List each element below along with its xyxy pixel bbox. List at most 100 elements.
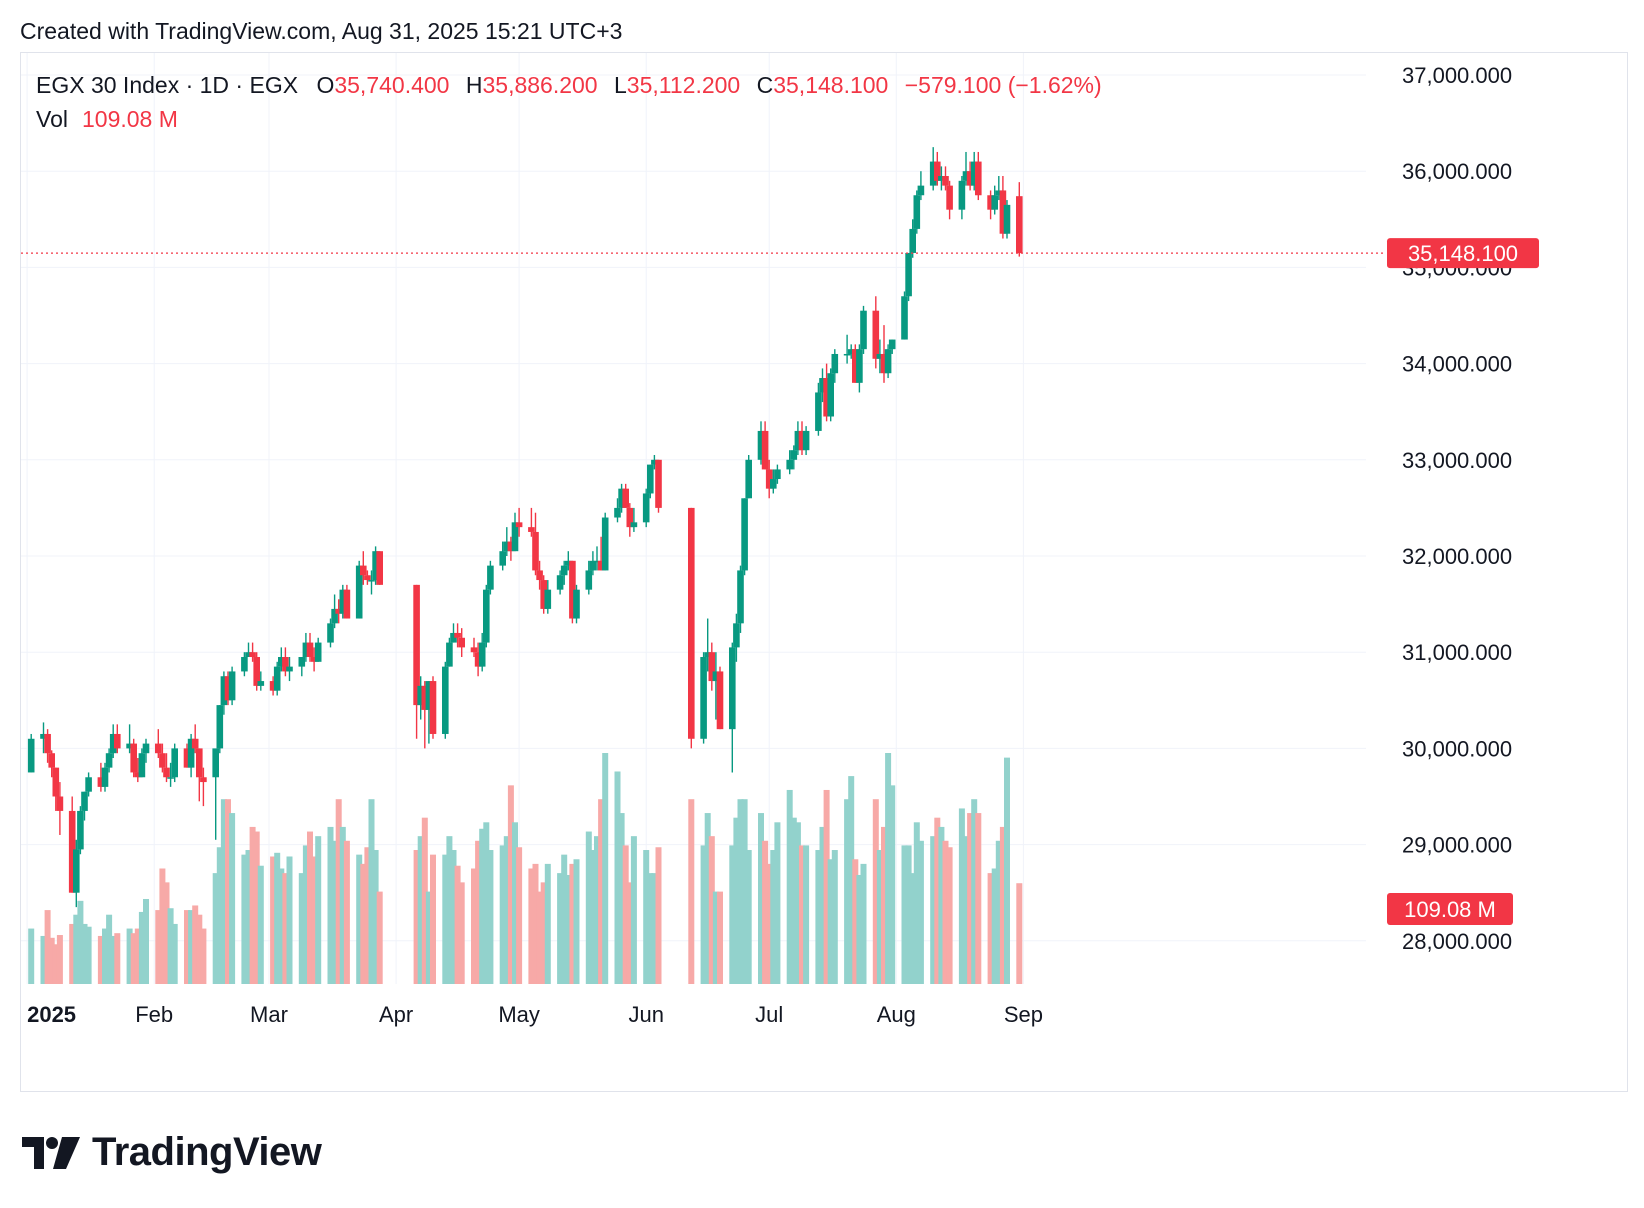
candle-body [700,657,707,739]
tradingview-brand[interactable]: TradingView [22,1130,322,1175]
candle-body [909,228,916,253]
candlestick-chart[interactable]: 37,000.00036,000.00035,000.00034,000.000… [21,53,1627,1091]
candle-body [819,378,826,393]
volume-bar [356,854,363,984]
candle-body [761,430,769,470]
volume-bar [799,845,805,984]
volume-bar [503,836,510,984]
candle-body [331,608,338,624]
candle-body [191,738,199,749]
candle-body [77,810,84,850]
volume-bar [938,826,945,984]
candle-body [585,570,593,590]
candle-body [962,171,970,181]
candle-body [942,176,949,186]
candle-body [478,642,486,667]
candle-body [913,195,921,229]
volume-bar [717,891,723,984]
volume-bar [561,854,568,984]
volume-bar [331,840,338,984]
volume-bar [196,914,203,984]
volume-bar [450,850,457,984]
volume-bar [192,905,199,984]
candle-body [298,657,306,667]
volume-bar [913,822,920,984]
chart-panel[interactable]: 37,000.00036,000.00035,000.00034,000.000… [20,52,1628,1092]
candle-body [716,671,724,730]
volume-bar [614,771,621,984]
candle-body [1016,196,1023,254]
volume-bar [327,826,334,984]
volume-bar [651,873,658,984]
candle-body [774,469,781,480]
volume-bar [454,865,461,984]
volume-bar [270,856,277,984]
close-value: 35,148.100 [773,72,889,98]
candle-body [540,580,547,609]
time-tick-label: Feb [135,1002,173,1027]
candle-body [872,310,880,359]
candle-body [770,479,777,489]
volume-bar [499,845,506,984]
volume-bar [737,799,744,984]
volume-bar [565,874,572,984]
volume-bar [901,845,908,984]
volume-bar [479,828,486,984]
volume-bar [77,900,84,984]
candle-body [597,560,605,571]
candle-body [183,748,191,768]
volume-bar [733,817,740,984]
candle-body [105,753,113,768]
price-tick-label: 37,000.000 [1402,63,1512,88]
volume-bar [930,836,937,984]
candle-body [73,849,80,893]
candle-body [470,647,478,653]
candle-body [999,190,1007,234]
candle-body [48,753,55,768]
candle-body [224,676,232,701]
volume-bar [159,868,166,984]
candle-body [876,353,884,359]
candle-body [655,459,662,508]
candle-body [745,459,752,499]
volume-bar [762,840,769,984]
volume-bar [819,826,826,984]
volume-bar [876,850,883,984]
candle-body [417,685,424,706]
symbol-label[interactable]: EGX 30 Index · 1D · EGX [36,72,299,98]
high-value: 35,886.200 [482,72,598,98]
volume-bar [315,836,322,984]
volume-bar [585,831,592,984]
price-tick-label: 36,000.000 [1402,159,1512,184]
volume-bar [307,831,313,984]
volume-bar [655,847,662,984]
volume-bar [934,817,941,984]
volume-bar [712,891,719,984]
volume-bar [343,840,350,984]
volume-bar [991,868,998,984]
candle-body [109,733,117,754]
candle-body [569,560,576,619]
volume-bar [852,859,859,984]
candle-body [802,430,810,451]
candle-body [368,580,375,582]
candle-body [245,652,252,658]
volume-bar [622,845,629,984]
candle-body [987,195,994,210]
tradingview-logo-icon [22,1136,80,1169]
volume-bar [475,840,482,984]
candle-body [126,743,133,749]
volume-bar [512,822,518,984]
candle-body [733,623,740,648]
candle-body [786,459,793,470]
candle-body [163,767,170,778]
volume-bar [81,923,88,984]
price-tick-label: 29,000.000 [1402,833,1512,858]
candle-body [630,522,638,528]
candle-body [302,642,310,658]
price-tick-label: 28,000.000 [1402,929,1512,954]
volume-bar [995,840,1002,984]
candle-body [688,507,695,739]
volume-bar [598,799,605,984]
volume-bar [52,944,59,984]
